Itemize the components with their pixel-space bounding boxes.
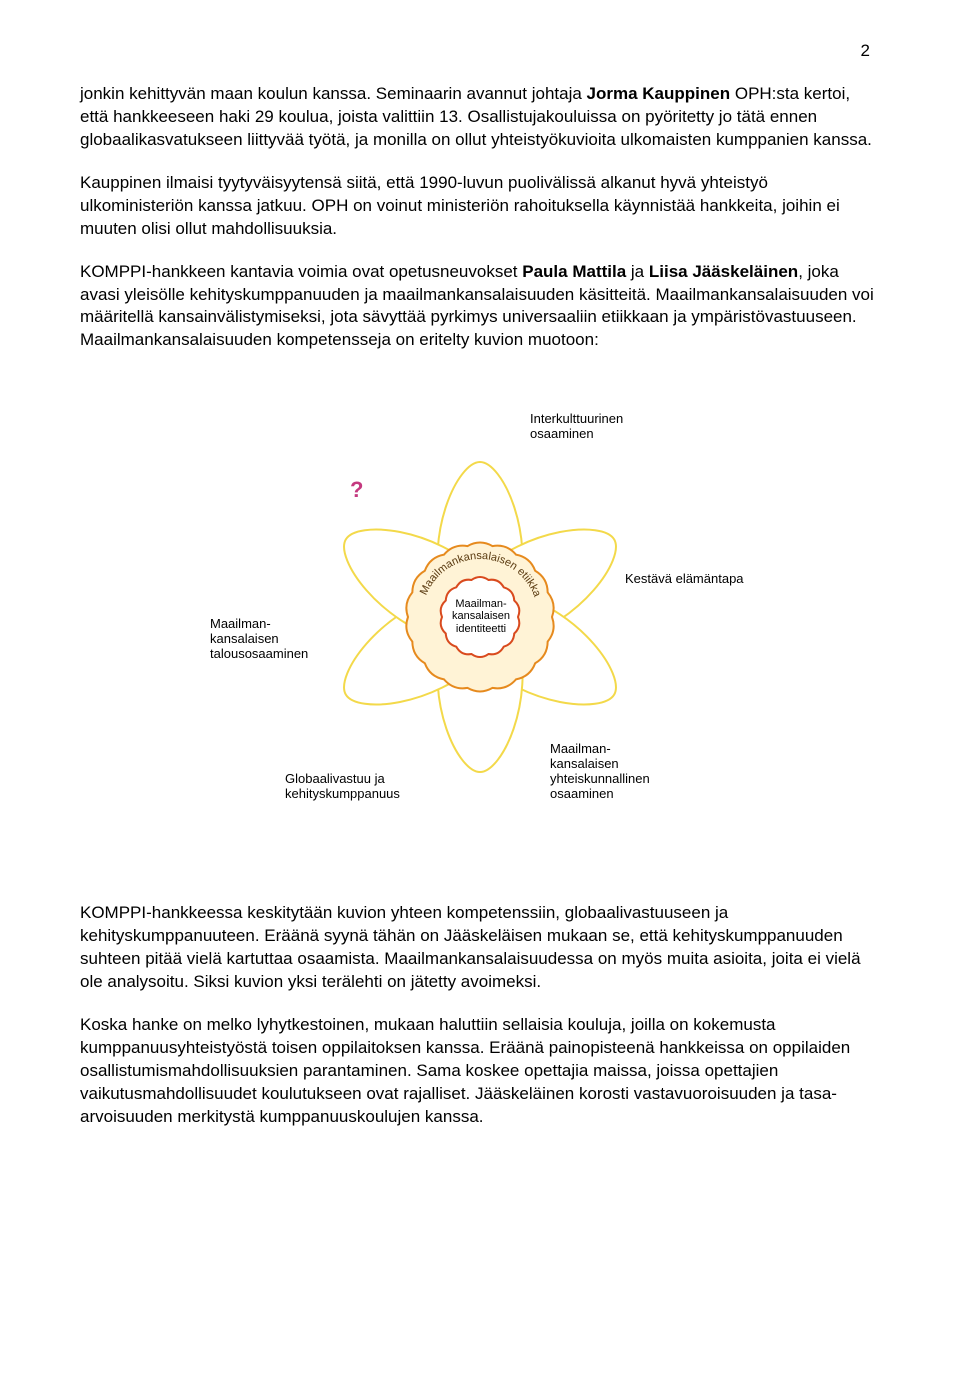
competence-flower-diagram: Maailmankansalaisen etiikka Interkulttuu… [80, 382, 880, 842]
paragraph-1: jonkin kehittyvän maan koulun kanssa. Se… [80, 83, 880, 152]
label-core: Maailman-kansalaisenidentiteetti [441, 598, 521, 634]
label-left: Maailman-kansalaisentalousosaaminen [210, 617, 320, 662]
p3-bold-1: Paula Mattila [522, 262, 626, 281]
p3-part-a: KOMPPI-hankkeen kantavia voimia ovat ope… [80, 262, 522, 281]
p3-bold-2: Liisa Jääskeläinen [649, 262, 798, 281]
paragraph-5: Koska hanke on melko lyhytkestoinen, muk… [80, 1014, 880, 1129]
p1-part-a: jonkin kehittyvän maan koulun kanssa. Se… [80, 84, 587, 103]
paragraph-4: KOMPPI-hankkeessa keskitytään kuvion yht… [80, 902, 880, 994]
p3-part-b: ja [626, 262, 649, 281]
label-bottom-right: Maailman-kansalaisenyhteiskunnallinenosa… [550, 742, 690, 802]
p1-bold-1: Jorma Kauppinen [587, 84, 731, 103]
paragraph-2: Kauppinen ilmaisi tyytyväisyytensä siitä… [80, 172, 880, 241]
paragraph-3: KOMPPI-hankkeen kantavia voimia ovat ope… [80, 261, 880, 353]
label-right: Kestävä elämäntapa [625, 572, 765, 587]
label-top: Interkulttuurinenosaaminen [530, 412, 670, 442]
page-number: 2 [80, 40, 880, 63]
label-question: ? [350, 477, 363, 502]
label-bottom-left: Globaalivastuu jakehityskumppanuus [285, 772, 445, 802]
